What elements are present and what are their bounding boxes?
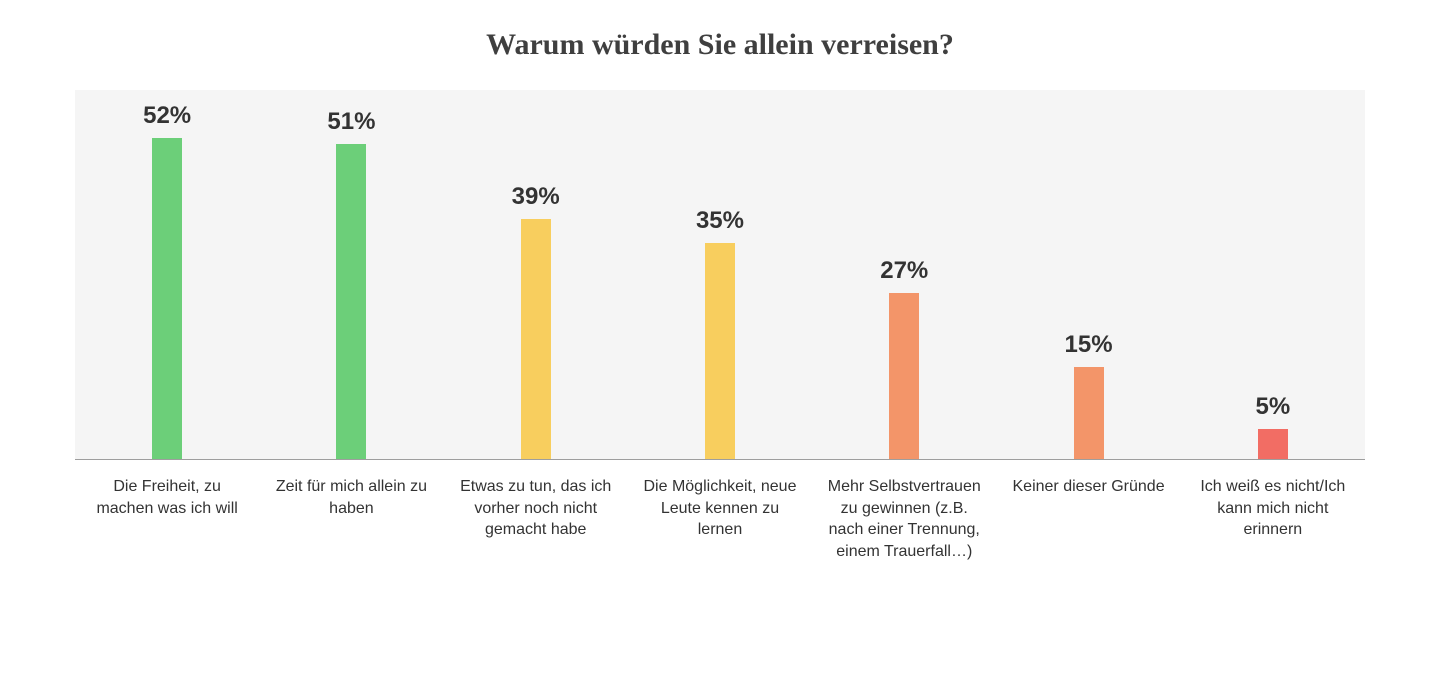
bar-value-label: 35% — [696, 207, 744, 235]
bar-value-label: 27% — [880, 257, 928, 285]
category-label: Die Freiheit, zu machen was ich will — [75, 460, 259, 562]
category-label: Etwas zu tun, das ich vorher noch nicht … — [444, 460, 628, 562]
chart-container: Warum würden Sie allein verreisen? 52% 51… — [0, 0, 1440, 700]
bar — [152, 138, 182, 460]
bar — [889, 293, 919, 460]
category-label: Ich weiß es nicht/Ich kann mich nicht er… — [1181, 460, 1365, 562]
bar — [1258, 429, 1288, 460]
plot-area: 52% 51% 39% 35% 27% 15% 5% — [75, 90, 1365, 460]
bar — [521, 219, 551, 460]
category-label: Mehr Selbstvertrauen zu gewinnen (z.B. n… — [812, 460, 996, 562]
bar — [1074, 367, 1104, 460]
category-label: Zeit für mich allein zu haben — [259, 460, 443, 562]
bar-value-label: 39% — [512, 183, 560, 211]
bar-value-label: 15% — [1065, 331, 1113, 359]
chart-title: Warum würden Sie allein verreisen? — [0, 28, 1440, 62]
bar-value-label: 51% — [327, 108, 375, 136]
bar-column: 35% — [628, 90, 812, 460]
bar-column: 27% — [812, 90, 996, 460]
bar-column: 39% — [444, 90, 628, 460]
bar — [336, 144, 366, 460]
bar-value-label: 5% — [1255, 393, 1290, 421]
bar-column: 51% — [259, 90, 443, 460]
bar-value-label: 52% — [143, 102, 191, 130]
category-label: Keiner dieser Gründe — [996, 460, 1180, 562]
bar — [705, 243, 735, 460]
bar-column: 5% — [1181, 90, 1365, 460]
category-labels-row: Die Freiheit, zu machen was ich willZeit… — [75, 460, 1365, 562]
bar-column: 15% — [996, 90, 1180, 460]
category-label: Die Möglichkeit, neue Leute kennen zu le… — [628, 460, 812, 562]
bar-column: 52% — [75, 90, 259, 460]
x-axis-baseline — [75, 459, 1365, 460]
